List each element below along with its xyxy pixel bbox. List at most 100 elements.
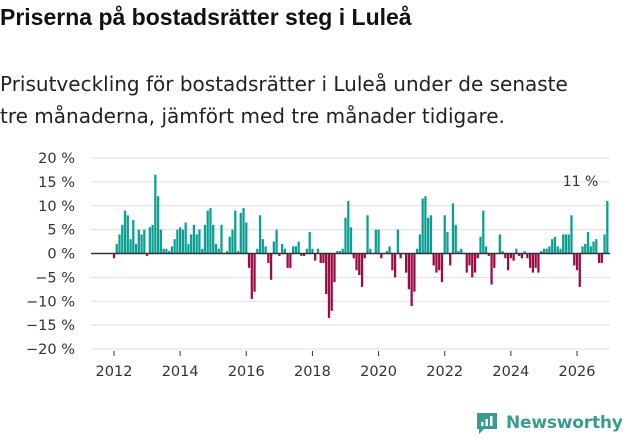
bar	[573, 253, 576, 266]
bar	[225, 251, 229, 254]
bar	[537, 253, 540, 273]
newsworthy-logo: Newsworthy	[474, 408, 623, 438]
bar	[349, 227, 353, 254]
bar	[385, 251, 388, 254]
bar	[209, 208, 212, 254]
bar	[504, 253, 507, 259]
bar	[314, 253, 317, 261]
bar	[176, 229, 179, 254]
bar	[203, 224, 207, 254]
bar	[336, 251, 339, 254]
bar	[143, 229, 146, 254]
grid-lines	[91, 157, 610, 350]
bar	[399, 253, 402, 259]
bar	[283, 248, 286, 254]
bar	[170, 246, 174, 254]
bar	[484, 246, 488, 254]
bar	[300, 253, 303, 256]
bar	[286, 253, 289, 268]
bar	[366, 215, 369, 254]
bar	[506, 253, 510, 271]
bar	[518, 253, 521, 256]
bar	[451, 203, 455, 254]
bar	[118, 234, 121, 254]
bar	[347, 200, 350, 254]
bar	[159, 229, 162, 254]
x-tick-label: 2016	[228, 364, 265, 380]
bar	[575, 253, 579, 271]
bar	[278, 253, 281, 256]
x-tick-label: 2026	[559, 364, 596, 380]
bar	[396, 229, 399, 254]
bar	[358, 253, 361, 275]
y-tick-label: 5 %	[47, 223, 75, 239]
bar	[305, 248, 309, 254]
bar	[198, 229, 201, 254]
bar	[471, 253, 474, 278]
bar	[534, 253, 537, 268]
bar	[360, 253, 364, 287]
bar	[429, 215, 433, 254]
bar	[523, 251, 526, 254]
bar	[435, 253, 438, 273]
bar	[377, 229, 380, 254]
bar	[355, 253, 358, 271]
bar	[424, 196, 427, 254]
bar	[606, 200, 609, 254]
bar	[154, 174, 157, 254]
bar	[316, 248, 320, 254]
bar	[380, 253, 383, 259]
y-tick-label: 15 %	[38, 175, 75, 191]
bar	[446, 232, 449, 254]
subtitle-line-2: tre månaderna, jämfört med tre månader t…	[0, 104, 505, 128]
bar	[465, 253, 468, 273]
bar	[156, 196, 160, 254]
bar	[416, 248, 419, 254]
bar	[275, 229, 278, 254]
bar	[363, 253, 366, 259]
newsworthy-logo-icon	[477, 413, 497, 434]
bar	[427, 217, 430, 254]
bar	[341, 248, 344, 254]
bar	[129, 239, 132, 254]
bar	[206, 210, 209, 254]
bar	[294, 246, 298, 254]
y-tick-label: −5 %	[35, 270, 75, 286]
bar	[548, 246, 551, 254]
bar	[369, 248, 372, 254]
bar	[267, 253, 270, 264]
bar	[311, 248, 314, 254]
bar	[247, 253, 251, 268]
bar	[526, 253, 529, 259]
bar	[589, 246, 592, 254]
chart-title: Priserna på bostadsrätter steg i Luleå	[0, 4, 412, 30]
bar	[338, 251, 342, 254]
x-tick-label: 2012	[96, 364, 133, 380]
bar	[413, 253, 416, 292]
bar	[253, 253, 256, 292]
bar	[256, 248, 259, 254]
x-tick-label: 2014	[162, 364, 199, 380]
bar	[319, 253, 322, 264]
bar	[586, 232, 590, 254]
bar	[551, 239, 554, 254]
bar	[112, 253, 116, 259]
bar	[242, 208, 245, 254]
bar	[493, 253, 496, 268]
bar	[418, 234, 422, 254]
bar	[115, 243, 118, 254]
bar	[165, 248, 168, 254]
bar	[562, 234, 565, 254]
bar	[449, 253, 452, 266]
bar	[564, 234, 568, 254]
bar	[487, 253, 490, 256]
bar	[126, 215, 129, 254]
bar	[393, 253, 397, 278]
bar	[289, 253, 292, 268]
bar	[584, 243, 587, 254]
bar	[236, 251, 240, 254]
x-tick-label: 2020	[360, 364, 397, 380]
bar	[148, 227, 151, 254]
bar	[421, 198, 424, 254]
bar	[214, 243, 218, 254]
